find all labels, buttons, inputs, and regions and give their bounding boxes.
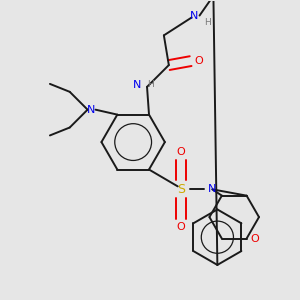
- Text: H: H: [148, 80, 154, 89]
- Text: O: O: [176, 147, 185, 157]
- Text: O: O: [250, 233, 259, 244]
- Text: O: O: [176, 222, 185, 232]
- Text: N: N: [208, 184, 217, 194]
- Text: N: N: [133, 80, 141, 90]
- Text: N: N: [87, 105, 96, 115]
- Text: H: H: [204, 18, 211, 27]
- Text: O: O: [194, 56, 203, 66]
- Text: N: N: [189, 11, 198, 20]
- Text: S: S: [177, 183, 185, 196]
